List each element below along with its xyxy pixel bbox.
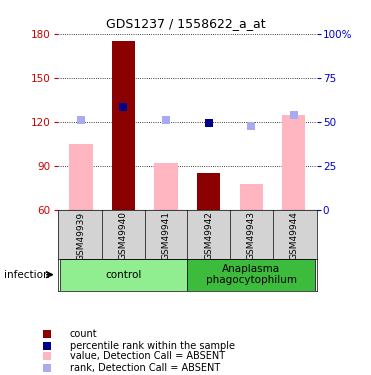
Bar (60, 259, 187, 291)
Text: GSM49939: GSM49939 (76, 211, 85, 261)
Point (163, 117, 169, 123)
Bar (69, 144, 93, 210)
Bar (240, 184, 263, 210)
Text: GDS1237 / 1558622_a_at: GDS1237 / 1558622_a_at (106, 17, 265, 30)
Bar (282, 114, 305, 210)
Point (78, 117, 84, 123)
Text: GSM49941: GSM49941 (161, 211, 171, 261)
Text: count: count (70, 329, 97, 339)
Text: value, Detection Call = ABSENT: value, Detection Call = ABSENT (70, 351, 225, 361)
Point (248, 123, 254, 129)
Bar (112, 41, 135, 210)
Text: control: control (105, 270, 142, 280)
Point (291, 111, 297, 117)
Text: GSM49944: GSM49944 (289, 211, 298, 260)
Text: percentile rank within the sample: percentile rank within the sample (70, 340, 235, 351)
Point (121, 104, 127, 110)
Bar (154, 163, 178, 210)
Text: rank, Detection Call = ABSENT: rank, Detection Call = ABSENT (70, 363, 220, 373)
Point (44, 353, 50, 359)
Text: Anaplasma
phagocytophilum: Anaplasma phagocytophilum (206, 264, 297, 285)
Point (206, 120, 211, 126)
Point (44, 364, 50, 370)
Text: GSM49940: GSM49940 (119, 211, 128, 261)
Bar (197, 173, 220, 210)
Text: GSM49943: GSM49943 (247, 211, 256, 261)
Bar (187, 259, 315, 291)
Text: GSM49942: GSM49942 (204, 211, 213, 260)
Text: infection: infection (4, 270, 49, 280)
Point (44, 343, 50, 349)
Point (44, 332, 50, 338)
